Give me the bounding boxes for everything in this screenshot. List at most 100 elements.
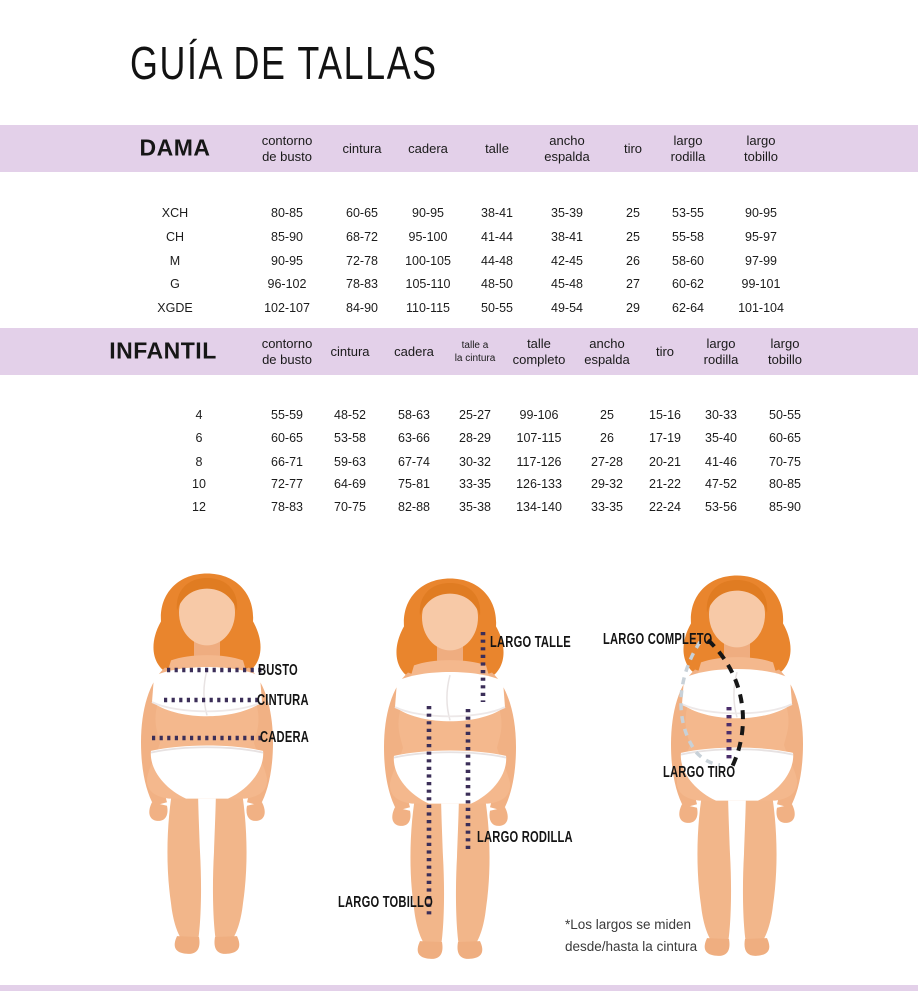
value-cell: 67-74 [398,454,430,469]
value-cell: 27 [626,277,640,291]
value-cell: 68-72 [346,230,378,244]
value-cell: 50-55 [481,301,513,315]
value-cell: 78-83 [346,277,378,291]
value-cell: 60-62 [672,277,704,291]
value-cell: 96-102 [267,277,307,291]
value-cell: 26 [600,431,614,445]
column-header: talle completo [512,335,566,367]
measurement-note: *Los largos se miden desde/hasta la cint… [565,914,697,957]
infantil-header-band: INFANTIL [0,328,918,375]
value-cell: 84-90 [346,301,378,315]
value-cell: 60-65 [769,431,801,445]
value-cell: 30-32 [459,454,491,469]
note-line-2: desde/hasta la cintura [565,938,698,954]
page-title: GUÍA DE TALLAS [130,37,438,89]
column-header: cadera [408,140,448,156]
value-cell: 28-29 [459,431,491,445]
value-cell: 101-104 [738,301,784,315]
value-cell: 95-100 [408,230,448,244]
size-cell: M [169,253,181,268]
value-cell: 27-28 [591,454,623,469]
column-header: cintura [342,140,382,156]
value-cell: 29-32 [591,477,623,491]
value-cell: 134-140 [516,500,562,514]
largo-rodilla-label: LARGO RODILLA [477,829,573,846]
value-cell: 35-40 [705,431,737,445]
value-cell: 35-38 [459,500,491,514]
value-cell: 53-55 [672,206,704,220]
column-header: ancho espalda [544,132,590,164]
value-cell: 17-19 [649,431,681,445]
infantil-size-table: contorno de busto cintura cadera talle a la… [192,335,802,515]
note-line-1: *Los largos se miden [565,917,692,932]
value-cell: 21-22 [649,477,681,491]
value-cell: 102-107 [264,301,310,315]
bottom-accent-strip [0,985,918,991]
largo-tiro-label: LARGO TIRO [663,764,736,781]
value-cell: 75-81 [398,477,430,491]
value-cell: 99-106 [519,408,559,422]
value-cell: 47-52 [705,477,737,491]
value-cell: 85-90 [769,500,801,514]
value-cell: 25 [600,408,614,422]
measurement-figures-illustration [140,572,804,960]
value-cell: 38-41 [551,230,583,244]
column-header: ancho espalda [584,335,630,367]
largo-completo-label: LARGO COMPLETO [603,631,713,648]
value-cell: 20-21 [649,454,681,469]
value-cell: 105-110 [405,277,451,291]
value-cell: 33-35 [591,500,623,514]
value-cell: 70-75 [334,500,366,514]
value-cell: 100-105 [405,253,451,268]
value-cell: 25 [626,230,640,244]
value-cell: 80-85 [271,206,303,220]
column-header: talle [485,140,509,156]
value-cell: 64-69 [334,477,366,491]
infantil-table-title: INFANTIL [109,336,217,363]
largo-tobillo-label: LARGO TOBILLO [338,894,433,911]
value-cell: 82-88 [398,500,430,514]
value-cell: 90-95 [412,206,444,220]
column-header: talle a la cintura [454,339,496,364]
value-cell: 53-58 [334,431,366,445]
value-cell: 42-45 [551,253,583,268]
value-cell: 41-44 [481,230,513,244]
size-cell: 8 [195,454,203,469]
column-header: largo tobillo [768,335,802,367]
value-cell: 25-27 [459,408,491,422]
value-cell: 33-35 [459,477,491,491]
value-cell: 55-59 [271,408,303,422]
value-cell: 60-65 [271,431,303,445]
value-cell: 26 [626,253,640,268]
size-cell: XCH [161,206,189,220]
value-cell: 35-39 [551,206,583,220]
value-cell: 60-65 [346,206,378,220]
value-cell: 38-41 [481,206,513,220]
value-cell: 90-95 [271,253,303,268]
value-cell: 70-75 [769,454,801,469]
largo-completo-measure-line [706,638,745,768]
value-cell: 15-16 [649,408,681,422]
value-cell: 66-71 [271,454,303,469]
value-cell: 45-48 [551,277,583,291]
value-cell: 22-24 [649,500,681,514]
cadera-label: CADERA [260,729,310,746]
value-cell: 95-97 [745,230,777,244]
value-cell: 63-66 [398,431,430,445]
dama-size-table: contorno de busto cintura cadera talle ancho… [157,132,784,316]
value-cell: 99-101 [741,277,781,291]
value-cell: 78-83 [271,500,303,514]
column-header: largo tobillo [744,132,778,164]
dama-header-band: DAMA [0,125,918,172]
value-cell: 49-54 [551,301,583,315]
value-cell: 72-77 [271,477,303,491]
value-cell: 25 [626,206,640,220]
value-cell: 107-115 [516,431,562,445]
value-cell: 80-85 [769,477,801,491]
woman-figure-front [140,572,274,955]
largo-talle-label: LARGO TALLE [490,634,571,651]
value-cell: 48-50 [481,277,513,291]
busto-label: BUSTO [258,662,298,679]
column-header: cadera [394,343,434,359]
column-header: contorno de busto [261,132,313,164]
